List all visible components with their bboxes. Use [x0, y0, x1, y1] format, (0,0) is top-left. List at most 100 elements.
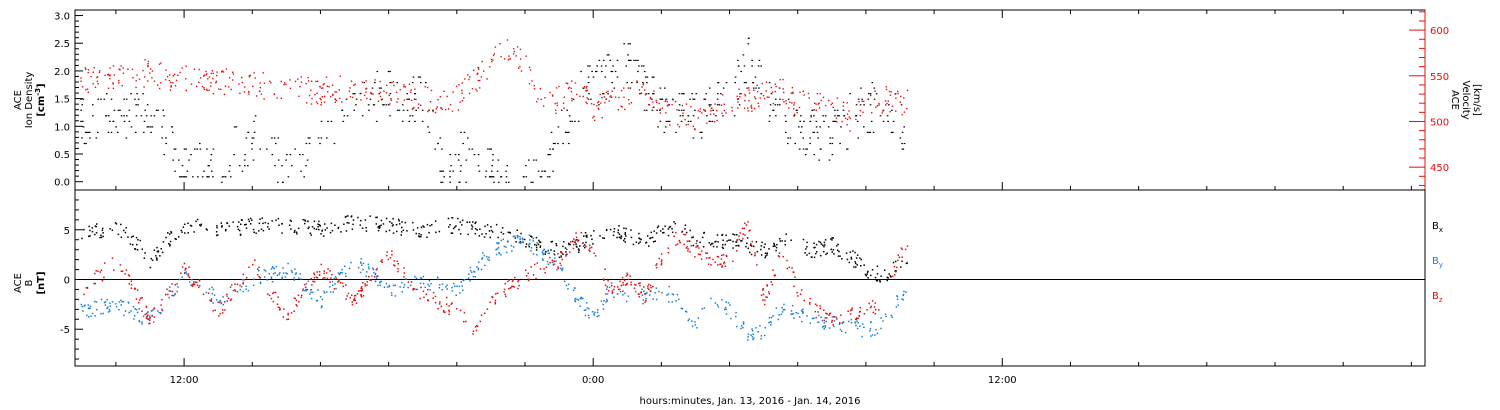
velocity-point	[758, 105, 760, 107]
by-point	[219, 299, 221, 302]
density-point	[705, 93, 707, 95]
density-point	[194, 148, 196, 150]
bz-point	[432, 291, 435, 294]
by-point	[111, 301, 114, 303]
velocity-point	[596, 105, 598, 107]
by-point	[124, 310, 127, 312]
by-point	[671, 301, 673, 303]
bz-point	[536, 262, 539, 264]
velocity-point	[109, 78, 111, 80]
bz-point	[448, 309, 450, 312]
velocity-point	[84, 67, 86, 69]
bz-point	[724, 265, 727, 268]
density-point	[361, 115, 364, 117]
by-point	[548, 252, 550, 255]
bz-point	[295, 299, 298, 302]
velocity-point	[198, 81, 200, 83]
bx-point	[764, 243, 766, 245]
velocity-point	[518, 67, 520, 69]
velocity-point	[311, 80, 313, 82]
velocity-point	[903, 97, 905, 99]
bz-point	[273, 291, 275, 294]
velocity-point	[308, 94, 311, 97]
bx-point	[220, 222, 222, 224]
by-point	[507, 240, 509, 242]
bz-point	[434, 295, 437, 298]
density-point	[608, 54, 610, 56]
density-point	[143, 120, 146, 122]
bx-point	[583, 244, 586, 246]
by-point	[661, 291, 663, 294]
bx-point	[81, 237, 83, 240]
bx-point	[162, 241, 165, 243]
velocity-point	[704, 109, 706, 112]
density-point	[333, 142, 336, 145]
velocity-point	[461, 92, 463, 94]
bz-point	[503, 288, 506, 291]
bz-point	[364, 283, 366, 285]
density-point	[800, 131, 802, 133]
density-point	[709, 87, 711, 89]
bx-point	[544, 253, 546, 255]
bx-point	[684, 228, 686, 230]
bx-point	[365, 227, 367, 229]
bz-point	[141, 310, 143, 312]
bz-point	[124, 273, 126, 275]
velocity-point	[818, 107, 821, 109]
by-point	[606, 288, 608, 290]
density-point	[277, 159, 280, 161]
bx-point	[238, 221, 240, 223]
by-point	[104, 301, 107, 303]
density-point	[695, 93, 698, 95]
bx-point	[478, 235, 481, 237]
velocity-point	[486, 78, 488, 80]
bx-point	[479, 228, 481, 230]
by-point	[561, 269, 563, 272]
by-point	[174, 293, 176, 295]
by-point	[469, 269, 472, 272]
bx-point	[894, 260, 897, 263]
density-point	[687, 115, 690, 117]
bz-point	[825, 317, 828, 319]
bz-point	[448, 310, 451, 313]
by-point	[458, 285, 460, 288]
by-point	[565, 284, 568, 287]
bx-point	[259, 218, 261, 220]
velocity-point	[424, 86, 426, 88]
velocity-point	[221, 70, 224, 72]
bx-point	[95, 225, 97, 228]
by-point	[560, 264, 562, 267]
velocity-point	[80, 80, 82, 82]
velocity-point	[212, 93, 215, 95]
bz-point	[874, 302, 877, 304]
bx-point	[684, 224, 687, 226]
bz-point	[420, 286, 422, 289]
bz-point	[287, 318, 290, 320]
bz-point	[151, 314, 153, 317]
by-point	[703, 307, 706, 309]
by-point	[685, 310, 687, 312]
velocity-point	[815, 109, 817, 111]
velocity-point	[210, 85, 212, 87]
velocity-point	[738, 88, 740, 90]
density-point	[171, 126, 173, 128]
density-point	[842, 109, 845, 111]
velocity-point	[109, 67, 111, 69]
bz-point	[819, 305, 821, 307]
bx-point	[350, 216, 353, 218]
by-point	[451, 290, 454, 292]
bx-point	[471, 228, 473, 230]
bz-point	[193, 283, 196, 286]
bx-point	[165, 236, 167, 239]
velocity-point	[310, 103, 313, 105]
density-point	[106, 93, 108, 95]
bz-point	[869, 306, 872, 309]
bx-point	[416, 227, 419, 229]
bx-point	[717, 241, 719, 243]
by-point	[701, 308, 704, 310]
bz-point	[765, 296, 767, 298]
magnetic-field-points	[80, 215, 909, 341]
density-point	[212, 176, 214, 178]
bz-point	[656, 263, 658, 265]
density-point	[385, 104, 388, 106]
